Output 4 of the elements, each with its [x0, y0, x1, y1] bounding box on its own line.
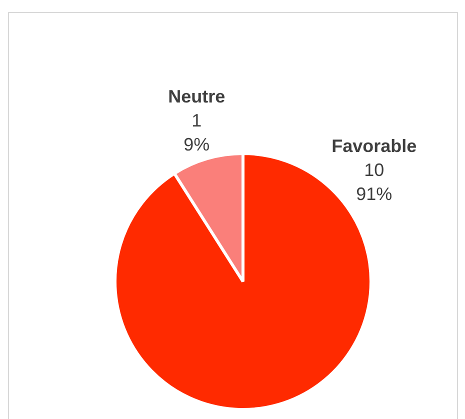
slice-label: Favorable	[332, 136, 417, 156]
data-label: 10 91%	[356, 160, 392, 204]
slice-label: Neutre	[168, 86, 226, 107]
data-label: 1 9%	[184, 110, 210, 155]
